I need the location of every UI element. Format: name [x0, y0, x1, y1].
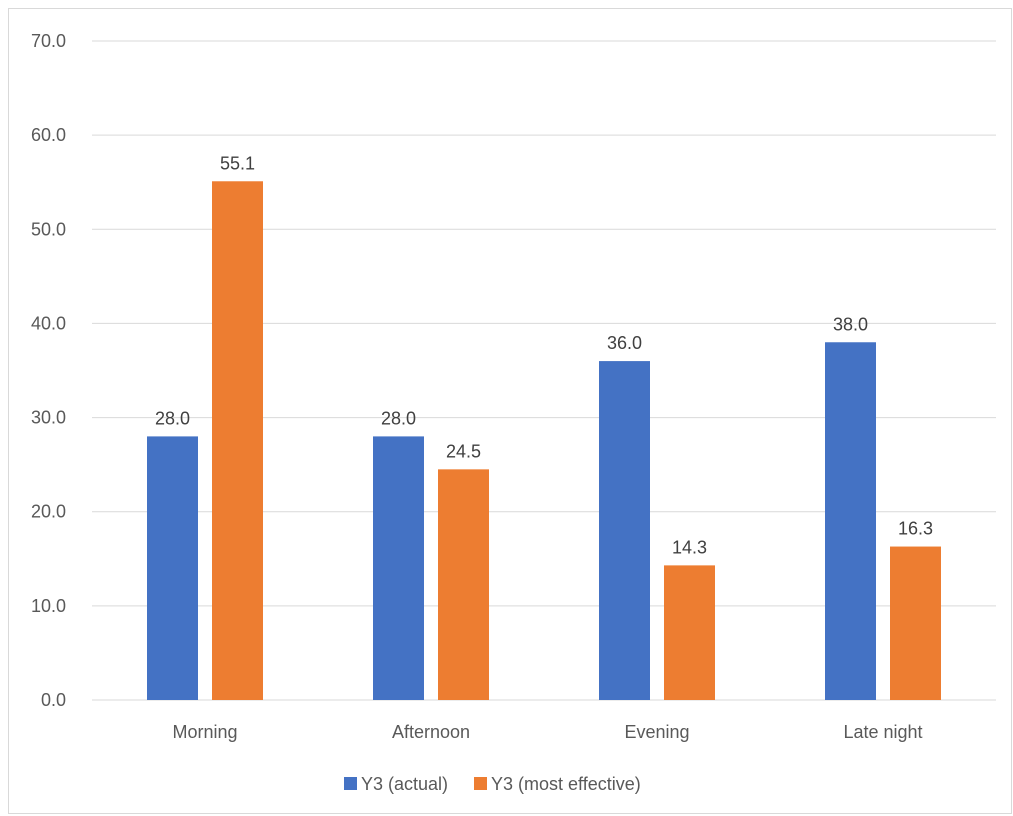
bar: [373, 436, 424, 700]
x-category-label: Afternoon: [392, 722, 470, 742]
y-tick-label: 0.0: [41, 690, 66, 710]
bar: [664, 565, 715, 700]
bar: [212, 181, 263, 701]
x-category-label: Late night: [843, 722, 922, 742]
data-label: 16.3: [898, 519, 933, 539]
legend-swatch: [474, 777, 487, 790]
x-category-label: Evening: [624, 722, 689, 742]
bar: [890, 546, 941, 700]
y-tick-label: 30.0: [31, 408, 66, 428]
data-label: 28.0: [155, 408, 190, 428]
data-label: 55.1: [220, 153, 255, 173]
data-labels: 28.0 55.1 28.0 24.5 36.0 14.3 38.0 16.3: [155, 153, 933, 557]
y-axis-ticks: 0.0 10.0 20.0 30.0 40.0 50.0 60.0 70.0: [31, 31, 66, 710]
y-tick-label: 20.0: [31, 502, 66, 522]
y-tick-label: 70.0: [31, 31, 66, 51]
bar: [825, 342, 876, 700]
bar: [438, 469, 489, 700]
bar: [599, 361, 650, 700]
legend: Y3 (actual) Y3 (most effective): [344, 774, 641, 794]
data-label: 24.5: [446, 441, 481, 461]
bars: [147, 181, 941, 701]
x-axis-categories: Morning Afternoon Evening Late night: [172, 722, 922, 742]
y-tick-label: 40.0: [31, 313, 66, 333]
x-category-label: Morning: [172, 722, 237, 742]
legend-swatch: [344, 777, 357, 790]
data-label: 38.0: [833, 314, 868, 334]
data-label: 28.0: [381, 408, 416, 428]
y-tick-label: 50.0: [31, 219, 66, 239]
legend-label: Y3 (actual): [361, 774, 448, 794]
data-label: 14.3: [672, 537, 707, 557]
data-label: 36.0: [607, 333, 642, 353]
legend-label: Y3 (most effective): [491, 774, 641, 794]
bar: [147, 436, 198, 700]
y-tick-label: 10.0: [31, 596, 66, 616]
y-tick-label: 60.0: [31, 125, 66, 145]
